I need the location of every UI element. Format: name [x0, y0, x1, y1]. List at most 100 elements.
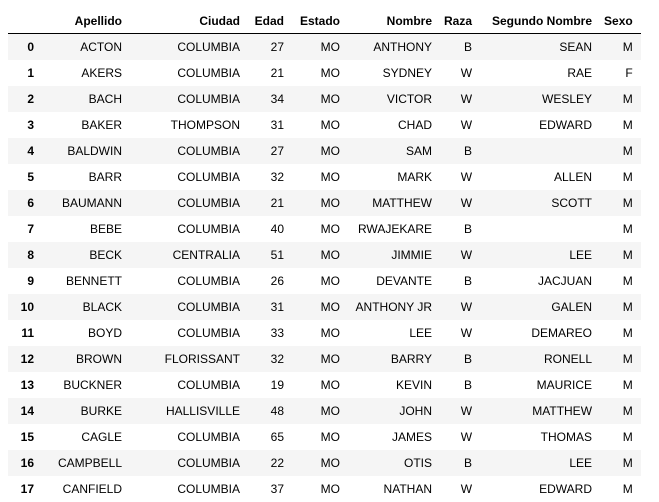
cell-ciudad: COLUMBIA: [177, 195, 240, 210]
cell-segundo-nombre: LEE: [569, 247, 593, 262]
cell-ciudad: COLUMBIA: [177, 221, 240, 236]
column-header-apellido[interactable]: Apellido: [42, 8, 130, 34]
row-index: 0: [27, 39, 34, 54]
cell-nombre: LEE: [409, 325, 432, 340]
cell-raza: B: [464, 39, 473, 54]
cell-sexo: M: [622, 143, 633, 158]
cell-ciudad: COLUMBIA: [177, 455, 240, 470]
cell-segundo-nombre: DEMAREO: [531, 325, 593, 340]
cell-apellido: BENNETT: [65, 273, 122, 288]
cell-estado: MO: [320, 195, 340, 210]
table-row: 14 BURKE HALLISVILLE 48 MO JOHN W MATTHEW M: [8, 397, 641, 424]
cell-segundo-nombre: LEE: [569, 455, 593, 470]
cell-apellido: BURKE: [80, 403, 122, 418]
cell-apellido: BAKER: [81, 117, 122, 132]
cell-sexo: M: [622, 325, 633, 340]
cell-nombre: SYDNEY: [382, 65, 432, 80]
cell-raza: B: [464, 273, 473, 288]
cell-raza: B: [464, 377, 473, 392]
column-header-estado[interactable]: Estado: [292, 8, 348, 34]
cell-ciudad: HALLISVILLE: [165, 403, 240, 418]
cell-segundo-nombre: MATTHEW: [532, 403, 593, 418]
cell-estado: MO: [320, 429, 340, 444]
cell-edad: 21: [270, 65, 284, 80]
table-row: 6 BAUMANN COLUMBIA 21 MO MATTHEW W SCOTT M: [8, 189, 641, 216]
cell-segundo-nombre: [480, 138, 600, 164]
cell-ciudad: COLUMBIA: [177, 429, 240, 444]
column-header-nombre[interactable]: Nombre: [348, 8, 440, 34]
column-header-edad[interactable]: Edad: [248, 8, 292, 34]
table-row: 3 BAKER THOMPSON 31 MO CHAD W EDWARD M: [8, 111, 641, 138]
cell-estado: MO: [320, 91, 340, 106]
cell-apellido: BALDWIN: [67, 143, 122, 158]
cell-edad: 37: [270, 481, 284, 496]
cell-raza: B: [464, 221, 473, 236]
cell-nombre: MATTHEW: [372, 195, 432, 210]
cell-segundo-nombre: ALLEN: [553, 169, 593, 184]
cell-edad: 40: [270, 221, 284, 236]
column-header-raza[interactable]: Raza: [440, 8, 481, 34]
row-index: 12: [20, 351, 34, 366]
cell-nombre: ANTHONY JR: [355, 299, 432, 314]
column-header-ciudad[interactable]: Ciudad: [130, 8, 248, 34]
cell-sexo: M: [622, 351, 633, 366]
cell-sexo: M: [622, 221, 633, 236]
cell-sexo: M: [622, 39, 633, 54]
cell-nombre: SAM: [405, 143, 432, 158]
cell-edad: 27: [270, 39, 284, 54]
cell-raza: W: [460, 403, 473, 418]
cell-estado: MO: [320, 299, 340, 314]
cell-apellido: AKERS: [81, 65, 122, 80]
dataframe-table: Apellido Ciudad Edad Estado Nombre Raza …: [8, 8, 641, 502]
cell-sexo: M: [622, 481, 633, 496]
table-row: 17 CANFIELD COLUMBIA 37 MO NATHAN W EDWARD M: [8, 475, 641, 502]
cell-nombre: RWAJEKARE: [357, 221, 432, 236]
cell-edad: 32: [270, 169, 284, 184]
cell-raza: W: [460, 325, 473, 340]
cell-estado: MO: [320, 143, 340, 158]
cell-sexo: M: [622, 117, 633, 132]
cell-edad: 27: [270, 143, 284, 158]
cell-estado: MO: [320, 39, 340, 54]
header-row: Apellido Ciudad Edad Estado Nombre Raza …: [8, 8, 641, 34]
cell-raza: W: [460, 247, 473, 262]
column-header-sexo[interactable]: Sexo: [600, 8, 641, 34]
cell-raza: W: [460, 91, 473, 106]
row-index: 8: [27, 247, 34, 262]
cell-segundo-nombre: JACJUAN: [538, 273, 593, 288]
row-index: 10: [20, 299, 34, 314]
cell-estado: MO: [320, 377, 340, 392]
cell-edad: 34: [270, 91, 284, 106]
cell-apellido: BOYD: [87, 325, 122, 340]
table-row: 5 BARR COLUMBIA 32 MO MARK W ALLEN M: [8, 163, 641, 190]
cell-ciudad: COLUMBIA: [177, 65, 240, 80]
table-row: 7 BEBE COLUMBIA 40 MO RWAJEKARE B M: [8, 215, 641, 242]
cell-nombre: JIMMIE: [391, 247, 432, 262]
cell-apellido: BLACK: [82, 299, 122, 314]
cell-sexo: M: [622, 455, 633, 470]
cell-nombre: NATHAN: [383, 481, 432, 496]
index-header: [8, 8, 42, 34]
row-index: 7: [27, 221, 34, 236]
cell-sexo: M: [622, 169, 633, 184]
column-header-segundo-nombre[interactable]: Segundo Nombre: [480, 8, 601, 34]
table-row: 1 AKERS COLUMBIA 21 MO SYDNEY W RAE F: [8, 59, 641, 86]
cell-raza: W: [460, 195, 473, 210]
cell-edad: 26: [270, 273, 284, 288]
table-row: 10 BLACK COLUMBIA 31 MO ANTHONY JR W GALEN M: [8, 293, 641, 320]
cell-edad: 65: [270, 429, 284, 444]
row-index: 15: [20, 429, 34, 444]
cell-segundo-nombre: THOMAS: [540, 429, 593, 444]
cell-estado: MO: [320, 481, 340, 496]
table-row: 13 BUCKNER COLUMBIA 19 MO KEVIN B MAURICE M: [8, 371, 641, 398]
cell-edad: 31: [270, 117, 284, 132]
cell-sexo: M: [622, 429, 633, 444]
table-row: 2 BACH COLUMBIA 34 MO VICTOR W WESLEY M: [8, 85, 641, 112]
cell-raza: W: [460, 169, 473, 184]
cell-apellido: BEBE: [89, 221, 122, 236]
cell-sexo: M: [622, 273, 633, 288]
cell-apellido: BACH: [88, 91, 122, 106]
cell-ciudad: COLUMBIA: [177, 299, 240, 314]
row-index: 6: [27, 195, 34, 210]
cell-raza: W: [460, 117, 473, 132]
